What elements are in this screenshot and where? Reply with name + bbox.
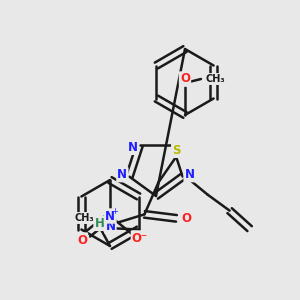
Text: O: O: [182, 212, 191, 225]
Text: CH₃: CH₃: [74, 213, 94, 223]
Text: O⁻: O⁻: [132, 232, 148, 244]
Text: H: H: [94, 217, 104, 230]
Text: N: N: [128, 141, 137, 154]
Text: N: N: [105, 209, 115, 223]
Text: CH₃: CH₃: [205, 74, 225, 84]
Text: N: N: [184, 168, 195, 181]
Text: N: N: [117, 168, 128, 181]
Text: O: O: [77, 233, 87, 247]
Text: N: N: [106, 220, 116, 233]
Text: +: +: [112, 208, 118, 217]
Text: S: S: [172, 144, 181, 157]
Text: O: O: [180, 73, 190, 85]
